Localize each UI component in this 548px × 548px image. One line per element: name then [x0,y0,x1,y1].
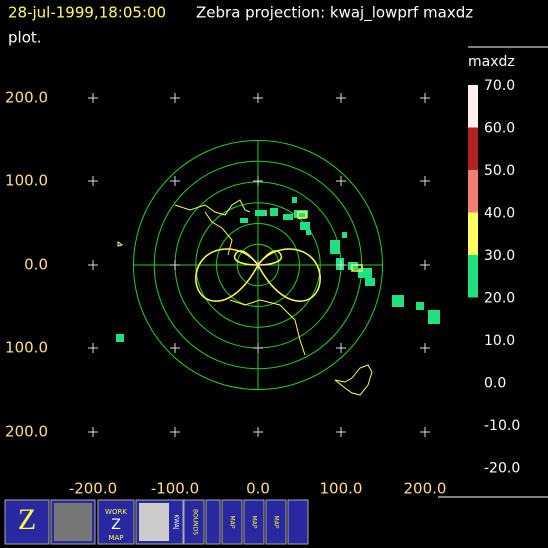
grid-plus [336,343,346,353]
toolbar-label: WORK [105,508,127,516]
toolbar-label: Z [18,503,36,536]
grid-plus [170,93,180,103]
grid-plus [253,343,263,353]
y-tick-label: 200.0 [5,423,48,441]
y-tick-label: 0.0 [24,256,48,274]
toolbar-label: BOUNDS [192,509,199,535]
x-tick-label: 100.0 [320,480,363,498]
colorbar-segment [468,170,478,213]
colorbar-label: -10.0 [484,418,520,434]
plot [88,93,440,437]
echoes [116,197,440,342]
toolbar-button[interactable] [183,499,205,545]
grid-plus [336,176,346,186]
grid-plus [88,260,98,270]
colorbar-label: 20.0 [484,291,515,307]
photo-icon [54,503,92,541]
title: Zebra projection: kwaj_lowprf maxdz [196,4,473,23]
grid-plus [253,176,263,186]
colorbar-segment [468,85,478,128]
toolbar-button[interactable] [4,499,50,545]
colorbar-label: 70.0 [484,78,515,94]
toolbar-label: MAP [229,516,236,529]
toolbar-label: KWAJ [173,514,180,529]
y-tick-label: 200.0 [5,89,48,107]
toolbar-label: MAP [251,516,258,529]
grid-plus [253,93,263,103]
grid-plus [170,427,180,437]
grid-plus [88,343,98,353]
x-tick-label: -100.0 [151,480,199,498]
grid-plus [420,176,430,186]
y-tick-label: 100.0 [5,172,48,190]
colorbar-title: maxdz [468,54,515,70]
colorbar-label: 40.0 [484,206,515,222]
grid-plus [253,427,263,437]
y-tick-label: 100.0 [5,339,48,357]
grid-plus [88,176,98,186]
toolbar-button[interactable] [265,499,287,545]
toolbar-button[interactable] [221,499,243,545]
grid-plus [336,427,346,437]
grid-plus [88,93,98,103]
grid-plus [170,176,180,186]
grid-plus [170,343,180,353]
toolbar-button[interactable] [97,499,135,545]
x-tick-label: 200.0 [404,480,447,498]
title-cont: plot. [8,29,42,47]
x-tick-label: 0.0 [246,480,270,498]
colorbar-label: 60.0 [484,121,515,137]
grid-plus [420,93,430,103]
toolbar-label: MAP [108,534,123,542]
grid-plus [420,427,430,437]
toolbar-button[interactable] [287,499,309,545]
toolbar-label: Z [111,517,121,533]
colorbar-label: 50.0 [484,163,515,179]
colorbar-label: 0.0 [484,376,506,392]
colorbar-segment [468,127,478,170]
toolbar-button[interactable] [243,499,265,545]
colorbar-label: 30.0 [484,248,515,264]
grid-plus [420,343,430,353]
coastline [117,199,373,396]
x-tick-label: -200.0 [69,480,117,498]
grid-plus [253,260,263,270]
grid-plus [336,93,346,103]
grid-icon [139,503,169,541]
grid-plus [88,427,98,437]
colorbar-label: -20.0 [484,461,520,477]
colorbar-segment [468,212,478,255]
grid-plus [170,260,180,270]
toolbar-button[interactable] [205,499,221,545]
time-label: 28-jul-1999,18:05:00 [8,4,166,22]
colorbar-segment [468,255,478,298]
grid-plus [336,260,346,270]
colorbar-label: 10.0 [484,333,515,349]
toolbar-label: MAP [273,516,280,529]
grid-plus [420,260,430,270]
